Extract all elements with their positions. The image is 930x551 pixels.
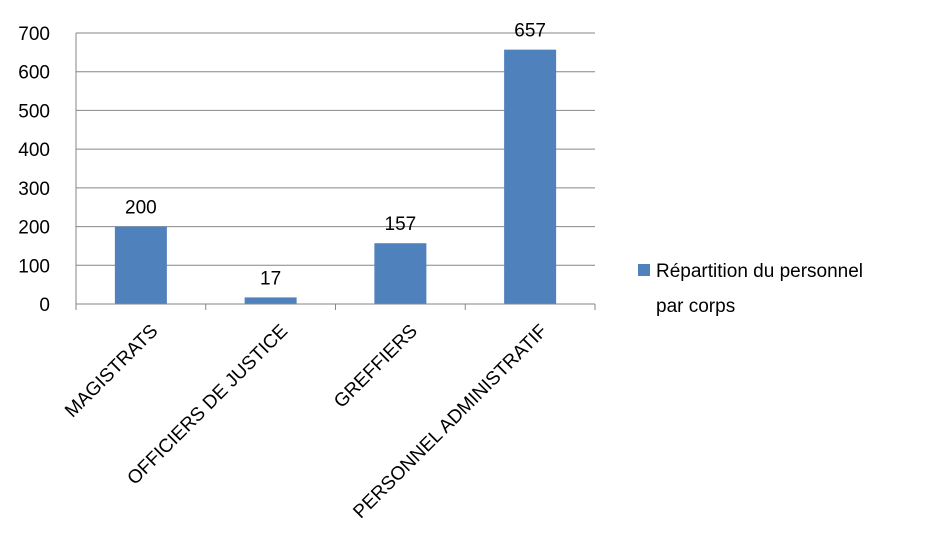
y-tick-label: 600: [18, 63, 50, 84]
data-label: 200: [125, 198, 157, 219]
legend-swatch: [638, 264, 650, 276]
bars: [114, 49, 557, 305]
legend-label-line-2: par corps: [656, 296, 735, 317]
bar: [374, 243, 427, 304]
y-tick-label: 0: [39, 295, 50, 316]
data-label: 17: [260, 268, 281, 289]
data-label: 157: [385, 214, 417, 235]
y-tick-label: 100: [18, 256, 50, 277]
bar: [504, 49, 557, 305]
data-labels: 200 17 157 657: [125, 21, 546, 290]
y-axis-tick-labels: 0 100 200 300 400 500 600 700: [18, 24, 50, 316]
y-tick-label: 500: [18, 101, 50, 122]
bar: [244, 297, 297, 304]
legend: Répartition du personnel par corps: [638, 261, 863, 317]
legend-label-line-1: Répartition du personnel: [656, 261, 863, 282]
data-label: 657: [514, 21, 546, 42]
y-tick-label: 200: [18, 218, 50, 239]
axes: [75, 33, 596, 310]
y-tick-label: 300: [18, 179, 50, 200]
y-tick-label: 400: [18, 140, 50, 161]
x-category-label: MAGISTRATS: [61, 321, 162, 422]
bar: [114, 226, 167, 304]
y-tick-label: 700: [18, 24, 50, 45]
x-category-label: GREFFIERS: [330, 321, 422, 413]
